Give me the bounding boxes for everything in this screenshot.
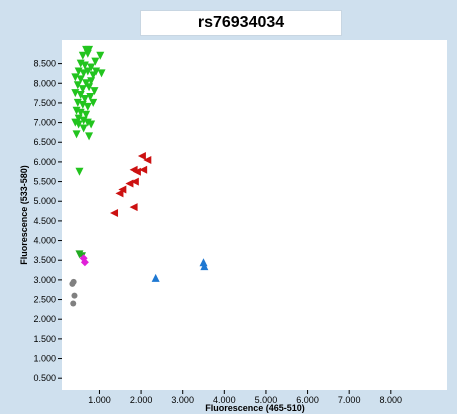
y-tick-label: 2.500 <box>33 295 56 305</box>
plot-area <box>62 40 447 390</box>
data-point <box>115 189 124 198</box>
data-point <box>79 69 88 78</box>
y-tick-label: 6.500 <box>33 137 56 147</box>
x-tick-label: 8.000 <box>380 395 403 405</box>
y-axis-label: Fluorescence (533-580) <box>19 165 29 265</box>
x-tick-label: 7.000 <box>338 395 361 405</box>
y-tick-label: 5.000 <box>33 196 56 206</box>
data-point <box>139 165 148 174</box>
data-point <box>87 120 96 129</box>
data-point <box>130 177 139 186</box>
data-point <box>129 203 138 212</box>
data-point <box>83 49 92 58</box>
x-tick-label: 1.000 <box>88 395 111 405</box>
data-point <box>118 185 127 194</box>
y-tick-label: 6.000 <box>33 157 56 167</box>
data-point <box>125 179 134 188</box>
chart-title: rs76934034 <box>140 10 342 36</box>
data-point <box>132 167 141 176</box>
data-point <box>143 155 152 164</box>
x-tick-label: 5.000 <box>255 395 278 405</box>
data-points <box>69 45 209 307</box>
y-tick-label: 1.500 <box>33 334 56 344</box>
data-point <box>76 91 85 100</box>
x-axis-ticks: 1.000 2.000 3.000 4.000 5.000 6.000 7.000 8.000 <box>88 390 402 405</box>
x-tick-label: 2.000 <box>130 395 153 405</box>
data-point <box>85 132 94 141</box>
data-point <box>82 110 91 119</box>
y-tick-label: 7.000 <box>33 118 56 128</box>
data-point <box>69 280 76 287</box>
y-tick-label: 7.500 <box>33 98 56 108</box>
data-point <box>74 120 83 129</box>
data-point <box>83 67 92 76</box>
y-tick-label: 5.500 <box>33 177 56 187</box>
data-point <box>91 57 100 66</box>
y-tick-label: 3.500 <box>33 255 56 265</box>
x-tick-label: 3.000 <box>171 395 194 405</box>
data-point <box>86 93 95 102</box>
y-tick-label: 3.000 <box>33 275 56 285</box>
y-tick-label: 0.500 <box>33 373 56 383</box>
data-point <box>78 51 87 60</box>
data-point <box>78 85 87 94</box>
y-tick-label: 4.500 <box>33 216 56 226</box>
x-tick-label: 6.000 <box>296 395 319 405</box>
data-point <box>83 102 92 111</box>
data-point <box>75 167 84 176</box>
x-tick-label: 4.000 <box>213 395 236 405</box>
data-point <box>87 77 96 86</box>
data-point <box>76 75 85 84</box>
data-point <box>70 300 77 307</box>
y-tick-label: 1.000 <box>33 354 56 364</box>
data-point <box>199 258 208 267</box>
data-point <box>200 262 209 271</box>
data-point <box>71 292 78 299</box>
y-tick-label: 8.000 <box>33 78 56 88</box>
data-point <box>96 51 105 60</box>
data-point <box>89 98 98 107</box>
data-point <box>151 273 160 282</box>
y-tick-label: 4.000 <box>33 236 56 246</box>
y-tick-label: 8.500 <box>33 59 56 69</box>
y-axis-ticks: 0.500 1.000 1.500 2.000 2.500 3.000 3.500 4.000… <box>33 59 62 383</box>
data-point <box>80 61 89 70</box>
data-point <box>72 130 81 139</box>
data-point <box>90 87 99 96</box>
data-point <box>97 69 106 78</box>
y-tick-label: 2.000 <box>33 314 56 324</box>
data-point <box>137 152 146 161</box>
data-point <box>80 258 89 267</box>
data-point <box>73 81 82 90</box>
data-point <box>110 209 119 218</box>
data-point <box>80 94 89 103</box>
data-point <box>85 83 94 92</box>
x-axis-label: Fluorescence (465-510) <box>205 403 305 413</box>
data-point <box>79 124 88 133</box>
